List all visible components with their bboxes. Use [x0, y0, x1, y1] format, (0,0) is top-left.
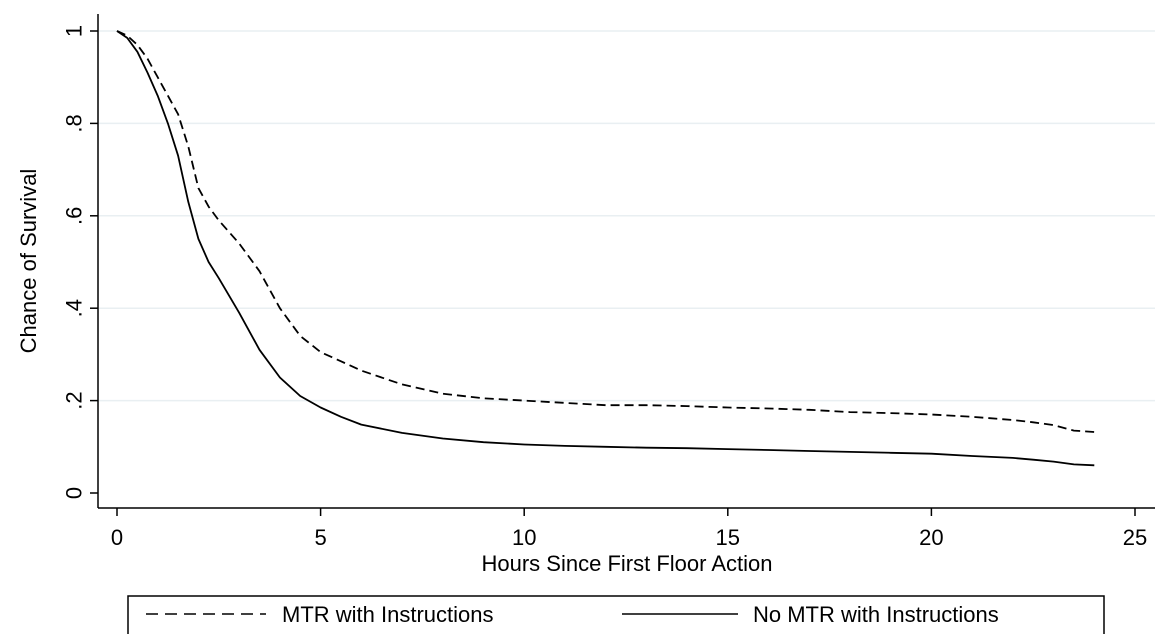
- y-tick-label: 0: [62, 487, 87, 499]
- legend: MTR with Instructions No MTR with Instru…: [127, 595, 1105, 634]
- tick-marks: 0.2.4.6.810 5 10 15 20 25: [62, 25, 1148, 550]
- legend-box: [127, 595, 1105, 634]
- gridlines: [99, 30, 1155, 402]
- x-tick-label: 20: [919, 525, 943, 550]
- axes: [97, 14, 1155, 509]
- x-tick-label: 5: [314, 525, 326, 550]
- x-tick-label: 25: [1123, 525, 1147, 550]
- series-line-mtr-with-instructions: [116, 30, 1095, 433]
- y-tick-label: .8: [62, 114, 87, 132]
- x-tick-label: 15: [716, 525, 740, 550]
- x-tick-label: 0: [111, 525, 123, 550]
- series-line-no-mtr-with-instructions: [116, 30, 1095, 467]
- y-tick-label: .6: [62, 207, 87, 225]
- x-tick-label: 10: [512, 525, 536, 550]
- legend-label-no-mtr: No MTR with Instructions: [753, 602, 999, 627]
- y-tick-label: .2: [62, 391, 87, 409]
- y-tick-label: .4: [62, 299, 87, 317]
- y-axis-title: Chance of Survival: [16, 169, 41, 354]
- y-tick-label: 1: [62, 25, 87, 37]
- legend-label-mtr: MTR with Instructions: [282, 602, 494, 627]
- x-axis-title: Hours Since First Floor Action: [482, 551, 773, 576]
- series-lines: [116, 30, 1095, 467]
